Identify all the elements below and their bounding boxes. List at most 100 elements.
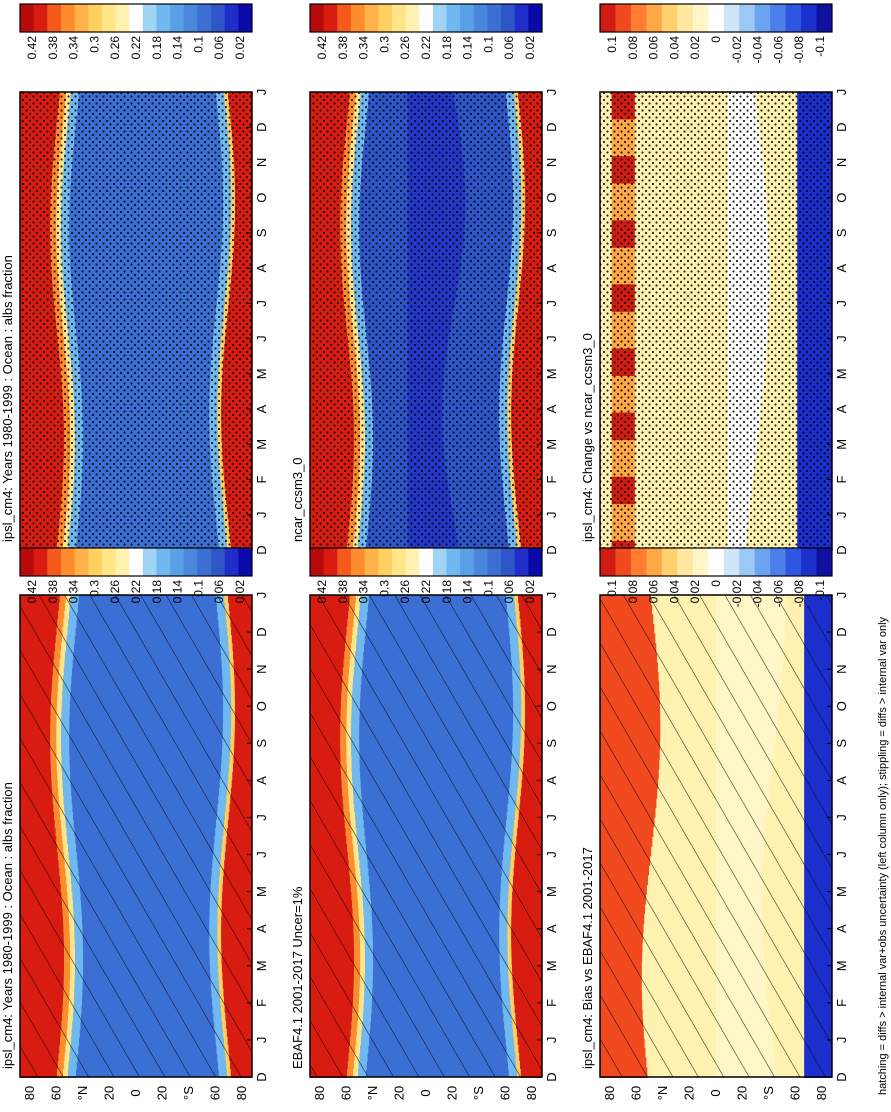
colorbar-label: 0.22 — [419, 36, 433, 60]
month-tick-label: N — [834, 158, 849, 167]
panel-p4: ipsl_cm4: Years 1980-1999 : Ocean : albs… — [0, 89, 269, 574]
month-tick-label: F — [544, 476, 559, 484]
colorbar: 0.1 0.08 0.06 0.04 0.02 0 -0.02 -0.04 -0.06 -0.08… — [599, 3, 833, 64]
colorbar-label: 0.02 — [233, 36, 247, 60]
month-tick-label: J — [834, 814, 849, 821]
month-tick-label: D — [834, 1072, 849, 1081]
month-tick-label: J — [254, 512, 269, 519]
lat-tick-label: 20 — [155, 1086, 170, 1100]
month-tick-label: J — [254, 1037, 269, 1044]
lat-tick-label: 60 — [208, 1086, 223, 1100]
colorbar-label: 0.3 — [87, 580, 101, 597]
panel-p3: ipsl_cm4: Bias vs EBAF4.1 2001-2017 D J F M A… — [580, 592, 849, 1101]
colorbar-label: 0.06 — [502, 36, 516, 60]
month-tick-label: J — [254, 89, 269, 96]
hatch-overlay — [310, 595, 542, 1077]
colorbar: 0.1 0.08 0.06 0.04 0.02 0 -0.02 -0.04 -0.06 -0.08… — [599, 547, 833, 608]
month-tick-label: M — [544, 960, 559, 971]
colorbar-label: 0.18 — [440, 36, 454, 60]
month-tick-label: M — [544, 439, 559, 450]
colorbar-label: 0.1 — [191, 36, 205, 53]
colorbar-label: 0.06 — [502, 580, 516, 604]
colorbar-label: 0.26 — [398, 580, 412, 604]
month-tick-label: N — [834, 664, 849, 673]
lat-tick-label: °N — [75, 1086, 90, 1101]
month-tick-label: D — [834, 123, 849, 132]
month-tick-label: D — [254, 1072, 269, 1081]
panel-p2: EBAF4.1 2001-2017 Uncer=1% D J F M A M J J A S O N D J… — [290, 592, 559, 1101]
colorbar-label: 0.38 — [336, 36, 350, 60]
colorbar-label: 0.02 — [523, 580, 537, 604]
month-tick-label: D — [544, 545, 559, 554]
month-tick-label: A — [544, 404, 559, 413]
colorbar-label: 0.04 — [667, 580, 681, 604]
panel-title: ipsl_cm4: Years 1980-1999 : Ocean : albs… — [0, 782, 15, 1069]
panel-title: ncar_ccsm3_0 — [290, 457, 305, 542]
colorbar-label: 0.02 — [688, 580, 702, 604]
colorbar: 0.42 0.38 0.34 0.3 0.26 0.22 0.18 0.14 0.1 0.06 0.… — [309, 547, 543, 604]
month-tick-label: S — [544, 228, 559, 237]
month-tick-label: M — [834, 960, 849, 971]
stipple-overlay — [310, 92, 542, 550]
month-tick-label: N — [544, 664, 559, 673]
lat-tick-label: 20 — [445, 1086, 460, 1100]
month-tick-label: J — [544, 814, 559, 821]
colorbar-label: 0.22 — [129, 580, 143, 604]
month-tick-label: J — [254, 592, 269, 599]
month-tick-label: A — [544, 776, 559, 785]
month-tick-label: N — [254, 664, 269, 673]
lat-tick-label: 20 — [735, 1086, 750, 1100]
colorbar-label: -0.08 — [792, 580, 806, 608]
month-tick-label: S — [254, 739, 269, 748]
month-tick-label: S — [544, 739, 559, 748]
month-tick-label: J — [834, 1037, 849, 1044]
colorbar-label: -0.06 — [771, 36, 785, 64]
colorbar-label: -0.04 — [751, 580, 765, 608]
month-tick-label: D — [254, 123, 269, 132]
colorbar-label: 0.1 — [481, 36, 495, 53]
month-tick-label: A — [834, 776, 849, 785]
colorbar-label: 0.08 — [626, 580, 640, 604]
colorbar-label: 0.3 — [377, 580, 391, 597]
colorbar-label: 0.26 — [398, 36, 412, 60]
lat-tick-label: 60 — [498, 1086, 513, 1100]
month-tick-label: S — [834, 739, 849, 748]
colorbar: 0.42 0.38 0.34 0.3 0.26 0.22 0.18 0.14 0.1 0.06 0.… — [19, 547, 253, 604]
stipple-overlay — [20, 92, 252, 550]
month-tick-label: O — [544, 193, 559, 203]
month-tick-label: J — [544, 1037, 559, 1044]
colorbar-label: 0.38 — [46, 36, 60, 60]
lat-tick-label: °S — [471, 1086, 486, 1100]
colorbar-label: 0.42 — [25, 580, 39, 604]
stipple-overlay — [600, 92, 832, 550]
lat-tick-label: 20 — [682, 1086, 697, 1100]
month-tick-label: D — [834, 627, 849, 636]
month-tick-label: M — [254, 368, 269, 379]
colorbar-label: 0.3 — [377, 36, 391, 53]
month-tick-label: M — [254, 960, 269, 971]
colorbar-label: 0.22 — [129, 36, 143, 60]
lat-tick-label: 60 — [629, 1086, 644, 1100]
month-tick-label: J — [834, 592, 849, 599]
colorbar-label: 0.14 — [171, 36, 185, 60]
colorbar-label: 0.1 — [191, 580, 205, 597]
panel-title: EBAF4.1 2001-2017 Uncer=1% — [290, 886, 305, 1069]
colorbar-label: 0.42 — [315, 580, 329, 604]
month-tick-label: S — [254, 228, 269, 237]
colorbar: 0.42 0.38 0.34 0.3 0.26 0.22 0.18 0.14 0.1 0.06 0.… — [309, 3, 543, 60]
month-tick-label: F — [544, 999, 559, 1007]
month-tick-label: M — [544, 886, 559, 897]
colorbar-label: 0.26 — [108, 36, 122, 60]
month-tick-label: D — [254, 545, 269, 554]
colorbar-label: 0.06 — [212, 580, 226, 604]
colorbar-label: 0.08 — [626, 36, 640, 60]
month-tick-label: A — [254, 776, 269, 785]
figure-footnote: hatching = diffs > internal var+obs unce… — [877, 616, 889, 1095]
month-tick-label: J — [544, 89, 559, 96]
month-tick-label: M — [834, 368, 849, 379]
month-tick-label: J — [254, 300, 269, 307]
lat-tick-label: 80 — [814, 1086, 829, 1100]
lat-tick-label: 0 — [418, 1089, 433, 1096]
panel-title: ipsl_cm4: Years 1980-1999 : Ocean : albs… — [0, 255, 15, 542]
